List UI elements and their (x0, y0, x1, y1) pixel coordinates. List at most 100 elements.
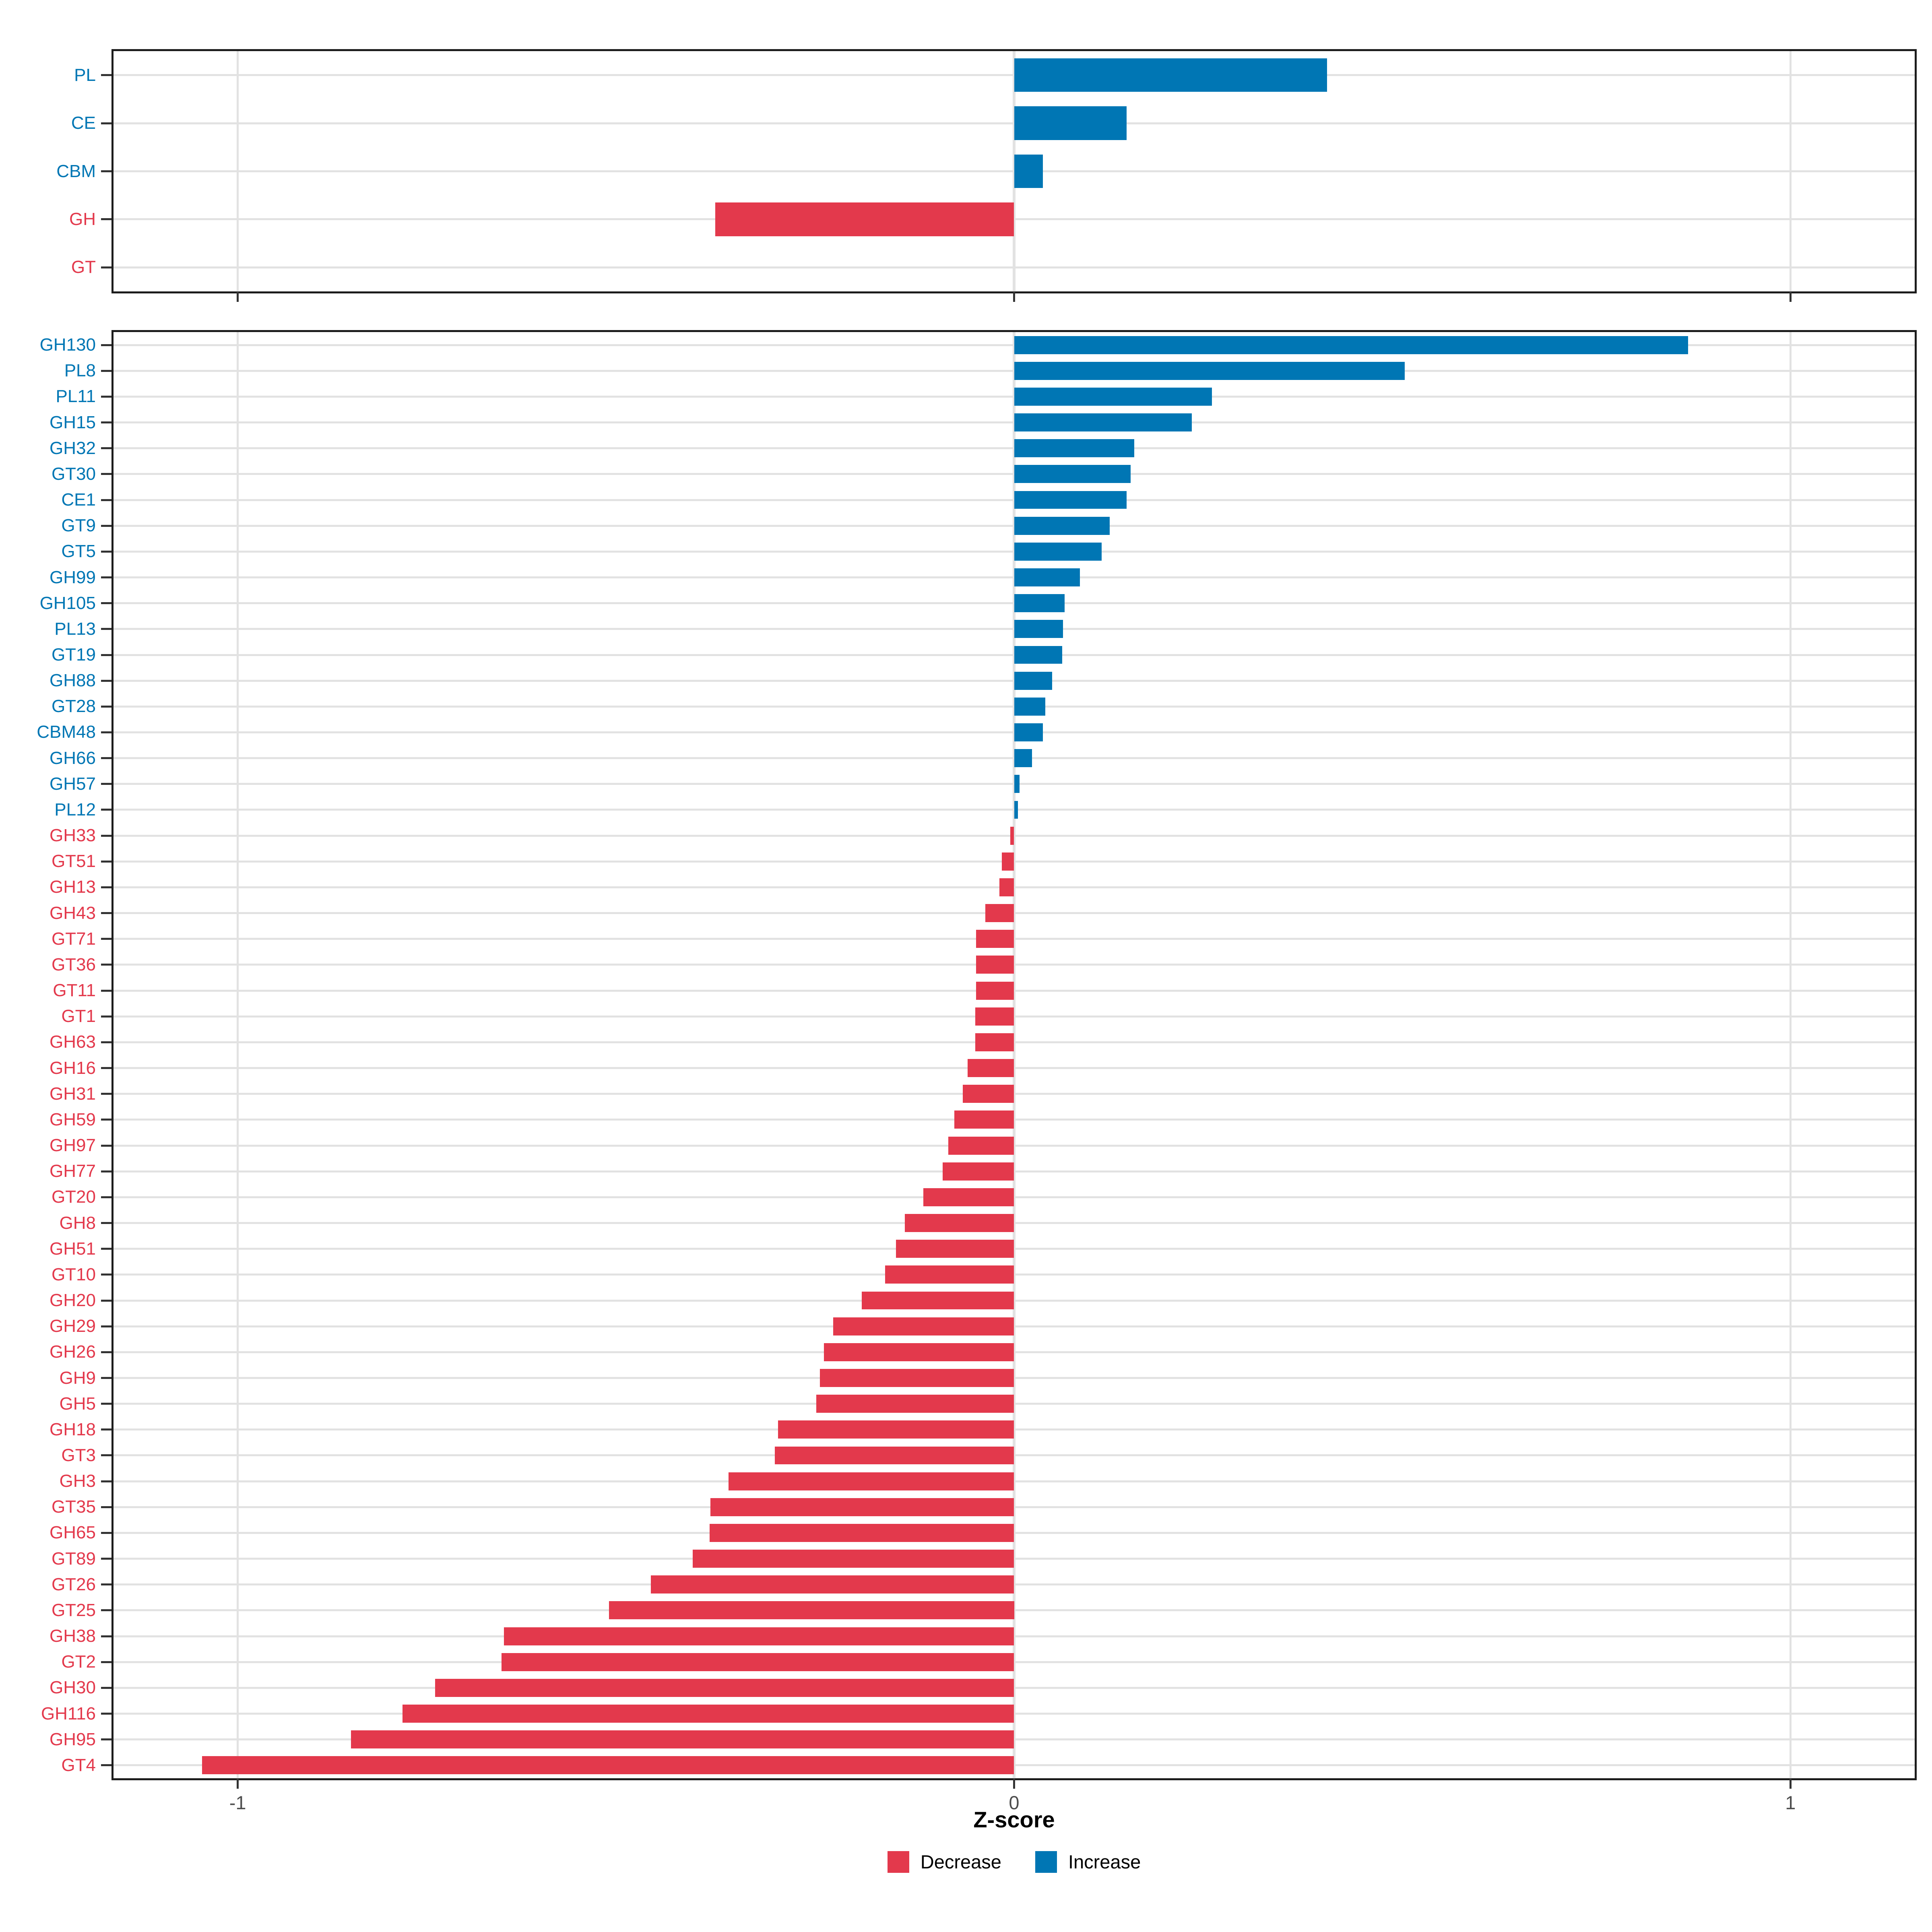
x-axis-tick (1789, 291, 1792, 302)
category-label: CE1 (61, 490, 96, 510)
bar-GH38 (504, 1627, 1014, 1645)
category-label: GH116 (41, 1703, 96, 1724)
bar-CBM (1014, 154, 1043, 188)
y-axis-tick (101, 1144, 111, 1147)
category-label: PL12 (54, 799, 96, 819)
gridline-horizontal (114, 1325, 1915, 1327)
bar-GH99 (1014, 568, 1080, 586)
category-label: GT28 (51, 696, 96, 716)
gridline-horizontal (114, 989, 1915, 992)
category-label: GH8 (59, 1213, 96, 1233)
category-label: PL (74, 65, 96, 85)
legend-label-increase: Increase (1068, 1851, 1141, 1872)
bar-GT4 (202, 1756, 1014, 1775)
y-axis-tick (101, 395, 111, 398)
category-label: GH (69, 209, 96, 229)
y-axis-tick (101, 1351, 111, 1353)
y-axis-tick (101, 1609, 111, 1612)
bar-CBM48 (1014, 723, 1043, 741)
y-axis-tick (101, 964, 111, 966)
category-label: GH97 (50, 1135, 96, 1156)
gridline-horizontal (114, 1764, 1915, 1767)
gridline-horizontal (114, 886, 1915, 888)
category-label: GT11 (53, 980, 96, 1001)
y-axis-tick (101, 447, 111, 450)
category-label: GT (71, 257, 96, 277)
x-tick-label: 0 (1009, 1792, 1020, 1813)
y-axis-tick (101, 1480, 111, 1482)
category-label: GH95 (50, 1729, 96, 1749)
gridline-horizontal (114, 1067, 1915, 1069)
gridline-vertical (1013, 332, 1016, 1778)
y-axis-tick (101, 1015, 111, 1018)
y-axis-tick (101, 860, 111, 863)
category-label: GH30 (50, 1678, 96, 1698)
gridline-horizontal (114, 1583, 1915, 1586)
gridline-horizontal (114, 266, 1915, 268)
bar-GT20 (923, 1188, 1014, 1206)
bar-GH18 (778, 1420, 1014, 1439)
bar-GT1 (975, 1007, 1014, 1026)
category-label: GH18 (50, 1419, 96, 1439)
category-label: GH65 (50, 1523, 96, 1543)
bar-GT19 (1014, 646, 1063, 664)
legend-item-decrease: Decrease (887, 1851, 1001, 1873)
category-label: GH32 (50, 438, 96, 458)
y-axis-tick (101, 1583, 111, 1586)
category-label: GT35 (51, 1497, 96, 1517)
bar-GH65 (710, 1524, 1014, 1542)
bar-GT30 (1014, 465, 1131, 483)
y-axis-tick (101, 834, 111, 837)
bar-GH5 (816, 1395, 1014, 1413)
category-label: CBM (56, 161, 96, 181)
gridline-horizontal (114, 1351, 1915, 1353)
x-tick-label: 1 (1785, 1792, 1796, 1813)
y-axis-tick (101, 1686, 111, 1689)
category-label: GT4 (61, 1755, 96, 1775)
y-axis-tick (101, 344, 111, 346)
y-axis-tick (101, 170, 111, 172)
y-axis-tick (101, 421, 111, 424)
x-axis-tick (1013, 291, 1015, 302)
y-axis-tick (101, 1222, 111, 1224)
gridline-horizontal (114, 1222, 1915, 1224)
gridline-horizontal (114, 1558, 1915, 1560)
bar-PL8 (1014, 361, 1405, 380)
category-label: GT89 (51, 1548, 96, 1569)
y-axis-tick (101, 524, 111, 527)
category-label: GH13 (50, 877, 96, 897)
bar-GH3 (728, 1472, 1014, 1490)
category-label: GH57 (50, 774, 96, 794)
y-axis-tick (101, 938, 111, 940)
y-axis-tick (101, 122, 111, 124)
decrease-swatch (887, 1851, 909, 1873)
bar-GT5 (1014, 542, 1102, 561)
category-label: GT36 (51, 954, 96, 974)
bar-PL11 (1014, 387, 1212, 406)
bar-PL13 (1014, 620, 1063, 638)
bar-GH29 (833, 1317, 1014, 1335)
y-axis-tick (101, 705, 111, 708)
category-label: GT19 (51, 645, 96, 665)
gridline-horizontal (114, 964, 1915, 966)
category-label: GH5 (59, 1393, 96, 1414)
bar-GH8 (904, 1214, 1014, 1232)
gridline-horizontal (114, 1274, 1915, 1276)
y-axis-tick (101, 74, 111, 76)
bar-GH30 (435, 1678, 1014, 1697)
y-axis-tick (101, 1713, 111, 1715)
gridline-horizontal (114, 1635, 1915, 1637)
y-axis-tick (101, 1532, 111, 1534)
bar-GH9 (820, 1369, 1014, 1387)
gridline-horizontal (114, 1738, 1915, 1741)
y-axis-tick (101, 1454, 111, 1457)
category-label: GH43 (50, 903, 96, 923)
y-axis-tick (101, 679, 111, 682)
legend: Decrease Increase (111, 1851, 1917, 1873)
gridline-horizontal (114, 1403, 1915, 1405)
bar-GT35 (710, 1498, 1014, 1516)
y-axis-tick (101, 473, 111, 475)
bar-GT89 (692, 1550, 1014, 1568)
x-axis-tick (237, 291, 239, 302)
gridline-horizontal (114, 860, 1915, 863)
